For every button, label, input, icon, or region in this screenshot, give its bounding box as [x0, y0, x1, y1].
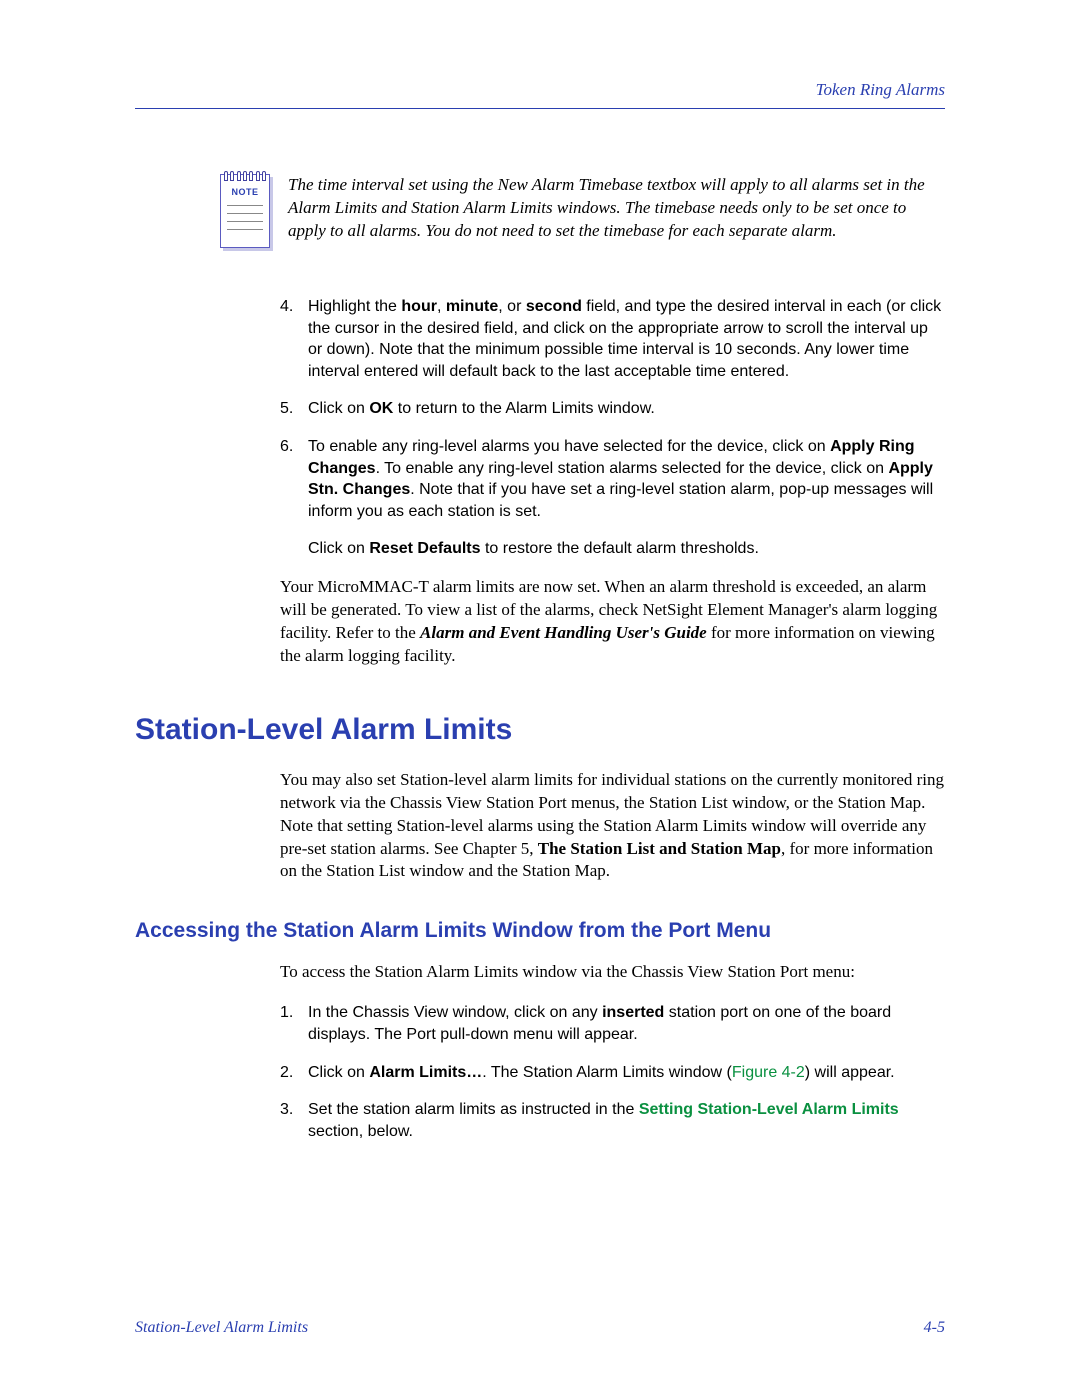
steps-block-1: Highlight the hour, minute, or second fi… [280, 296, 945, 668]
heading-station-level: Station-Level Alarm Limits [135, 713, 945, 747]
section-body-2: To access the Station Alarm Limits windo… [280, 961, 945, 1142]
access-step-1: In the Chassis View window, click on any… [280, 1002, 945, 1045]
figure-link[interactable]: Figure 4-2 [732, 1064, 805, 1081]
step-6-sub: Click on Reset Defaults to restore the d… [280, 538, 945, 560]
note-callout: NOTE The time interval set using the New… [220, 174, 945, 248]
step-4: Highlight the hour, minute, or second fi… [280, 296, 945, 382]
footer-section: Station-Level Alarm Limits [135, 1319, 308, 1337]
footer-page-number: 4-5 [924, 1319, 945, 1337]
section-body-1: You may also set Station-level alarm lim… [280, 769, 945, 884]
note-icon: NOTE [220, 174, 270, 248]
page-footer: Station-Level Alarm Limits 4-5 [135, 1319, 945, 1337]
step-5: Click on OK to return to the Alarm Limit… [280, 398, 945, 420]
document-page: Token Ring Alarms NOTE The time interval… [0, 0, 1080, 1397]
step-6: To enable any ring-level alarms you have… [280, 436, 945, 522]
note-text: The time interval set using the New Alar… [288, 174, 945, 243]
station-level-intro: You may also set Station-level alarm lim… [280, 769, 945, 884]
summary-paragraph: Your MicroMMAC-T alarm limits are now se… [280, 576, 945, 668]
header-title: Token Ring Alarms [816, 80, 945, 99]
page-header: Token Ring Alarms [135, 80, 945, 109]
section-link[interactable]: Setting Station-Level Alarm Limits [639, 1101, 899, 1118]
access-step-2: Click on Alarm Limits…. The Station Alar… [280, 1062, 945, 1084]
heading-accessing: Accessing the Station Alarm Limits Windo… [135, 919, 945, 943]
note-label: NOTE [221, 187, 269, 197]
access-step-3: Set the station alarm limits as instruct… [280, 1099, 945, 1142]
access-intro: To access the Station Alarm Limits windo… [280, 961, 945, 984]
